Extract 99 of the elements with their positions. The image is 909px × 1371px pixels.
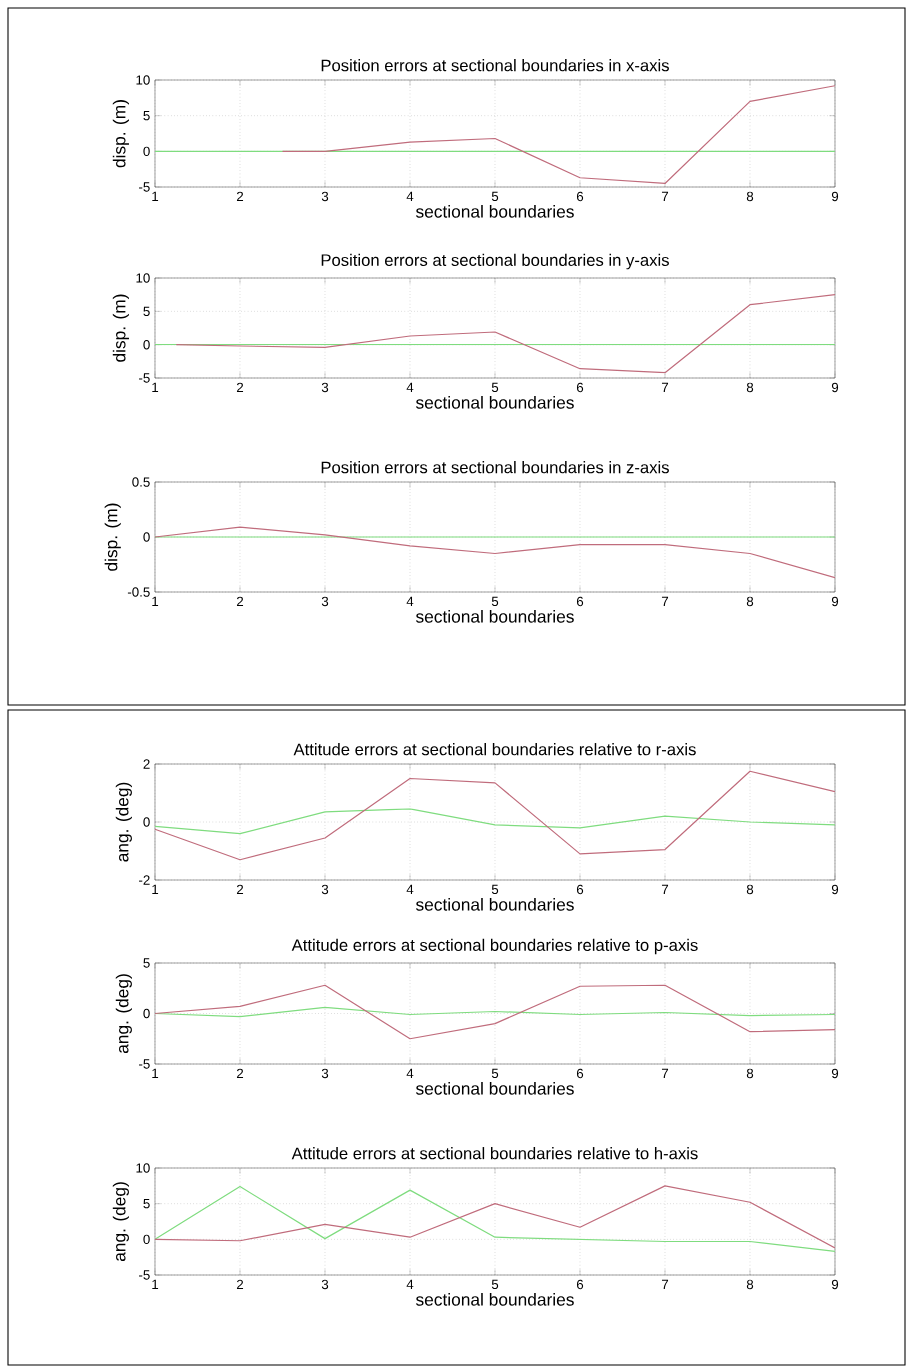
line-series <box>155 526 835 579</box>
x-tick-label: 4 <box>406 382 414 392</box>
y-tick-label: 5 <box>143 1199 150 1209</box>
y-axis-title: disp. (m) <box>112 294 129 362</box>
x-tick-label: 4 <box>406 191 414 201</box>
x-axis-title: sectional boundaries <box>415 897 574 911</box>
y-tick-label: 10 <box>136 75 150 85</box>
chart-title: Position errors at sectional boundaries in y-axis <box>321 253 669 270</box>
x-tick-label: 3 <box>321 1068 329 1079</box>
line-series <box>281 85 835 185</box>
y-axis-title: disp. (m) <box>104 503 121 571</box>
x-tick-label: 8 <box>746 596 754 607</box>
x-tick-label: 8 <box>746 382 754 393</box>
x-tick-label: 1 <box>152 382 159 392</box>
y-tick-label: -5 <box>139 182 150 192</box>
x-tick-label: 1 <box>152 596 159 606</box>
x-axis-title: sectional boundaries <box>415 609 574 623</box>
line-series <box>155 770 835 861</box>
x-axis-title: sectional boundaries <box>415 1081 574 1095</box>
x-tick-label: 3 <box>321 884 329 895</box>
x-tick-label: 1 <box>152 884 159 894</box>
y-tick-label: 5 <box>143 111 150 121</box>
x-tick-label: 5 <box>491 191 499 202</box>
x-tick-label: 4 <box>406 1068 414 1078</box>
x-axis-title: sectional boundaries <box>415 395 574 409</box>
y-tick-label: -5 <box>139 373 150 383</box>
x-tick-label: 2 <box>236 382 244 393</box>
y-tick-label: 0 <box>143 817 150 827</box>
y-tick-label: 0.5 <box>132 477 150 487</box>
x-tick-label: 9 <box>831 884 839 895</box>
x-tick-label: 3 <box>321 191 329 202</box>
chart-title: Attitude errors at sectional boundaries relative to r-axis <box>293 743 696 756</box>
chart-title: Attitude errors at sectional boundaries relative to p-axis <box>291 938 698 955</box>
x-tick-label: 5 <box>491 884 499 895</box>
y-tick-label: 0 <box>143 532 150 542</box>
y-tick-label: -0.5 <box>127 587 150 597</box>
chart-title: Attitude errors at sectional boundaries relative to h-axis <box>291 1147 698 1160</box>
x-tick-label: 8 <box>746 191 754 202</box>
line-series <box>155 984 835 1040</box>
x-axis-title: sectional boundaries <box>415 204 574 218</box>
x-tick-label: 7 <box>661 382 669 392</box>
x-tick-label: 4 <box>406 1279 414 1289</box>
x-tick-label: 8 <box>746 1068 754 1079</box>
x-tick-label: 1 <box>152 191 159 201</box>
x-tick-label: 3 <box>321 382 329 393</box>
y-tick-label: 5 <box>143 306 150 316</box>
x-tick-label: 4 <box>406 596 414 606</box>
x-tick-label: 5 <box>491 1279 499 1290</box>
x-tick-label: 2 <box>236 1068 244 1079</box>
y-tick-label: 0 <box>143 1008 150 1019</box>
y-tick-label: 0 <box>143 339 150 350</box>
x-tick-label: 7 <box>661 1068 669 1078</box>
x-tick-label: 5 <box>491 1068 499 1079</box>
x-axis-title: sectional boundaries <box>415 1292 574 1306</box>
chart-title: Position errors at sectional boundaries in x-axis <box>321 59 669 72</box>
x-tick-label: 6 <box>576 596 584 607</box>
y-tick-label: -2 <box>139 875 150 885</box>
y-tick-label: -5 <box>139 1059 150 1069</box>
x-tick-label: 2 <box>236 596 244 607</box>
x-tick-label: 2 <box>236 1279 244 1290</box>
x-tick-label: 6 <box>576 191 584 202</box>
x-tick-label: 7 <box>661 191 669 201</box>
x-tick-label: 9 <box>831 382 839 393</box>
x-tick-label: 7 <box>661 1279 669 1289</box>
y-tick-label: -5 <box>139 1270 150 1280</box>
line-series <box>155 808 835 835</box>
x-tick-label: 9 <box>831 1279 839 1290</box>
y-axis-title: ang. (deg) <box>115 974 132 1054</box>
x-tick-label: 2 <box>236 191 244 202</box>
y-axis-title: disp. (m) <box>112 100 129 168</box>
x-tick-label: 9 <box>831 191 839 202</box>
x-tick-label: 5 <box>491 382 499 393</box>
y-tick-label: 0 <box>143 146 150 157</box>
x-tick-label: 9 <box>831 1068 839 1079</box>
line-series <box>175 294 835 374</box>
x-tick-label: 2 <box>236 884 244 895</box>
x-tick-label: 9 <box>831 596 839 607</box>
x-tick-label: 4 <box>406 884 414 894</box>
y-axis-title: ang. (deg) <box>112 1182 129 1262</box>
x-tick-label: 8 <box>746 884 754 895</box>
y-tick-label: 5 <box>143 958 150 968</box>
y-tick-label: 10 <box>136 273 150 283</box>
y-tick-label: 0 <box>143 1234 150 1245</box>
x-tick-label: 7 <box>661 596 669 606</box>
y-axis-title: ang. (deg) <box>115 782 132 862</box>
x-tick-label: 3 <box>321 596 329 607</box>
x-tick-label: 7 <box>661 884 669 894</box>
x-tick-label: 5 <box>491 596 499 607</box>
x-tick-label: 8 <box>746 1279 754 1290</box>
x-tick-label: 3 <box>321 1279 329 1290</box>
y-tick-label: 2 <box>143 759 150 769</box>
x-tick-label: 6 <box>576 884 584 895</box>
x-tick-label: 1 <box>152 1068 159 1078</box>
x-tick-label: 6 <box>576 1068 584 1079</box>
x-tick-label: 6 <box>576 382 584 393</box>
x-tick-label: 1 <box>152 1279 159 1289</box>
chart-title: Position errors at sectional boundaries in z-axis <box>321 461 669 474</box>
y-tick-label: 10 <box>136 1163 150 1173</box>
x-tick-label: 6 <box>576 1279 584 1290</box>
